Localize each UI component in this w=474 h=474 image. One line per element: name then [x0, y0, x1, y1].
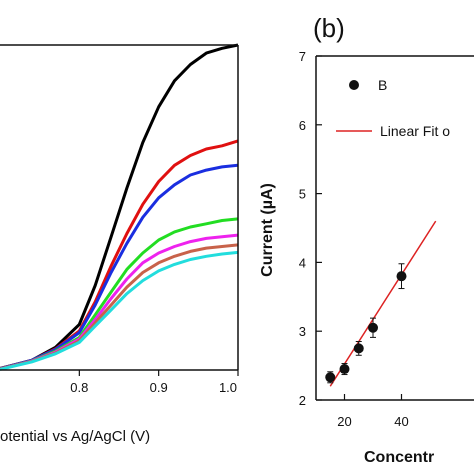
panel-b-data-point: [368, 322, 378, 333]
panel-a-series-line-5: [0, 243, 239, 371]
panel-a-series-line-2: [0, 163, 239, 371]
panel-a-chart: 0.8 0.9 1.0 otential vs Ag/AgCl (V): [0, 43, 239, 445]
panel-a-x-axis-label: otential vs Ag/AgCl (V): [0, 428, 150, 445]
panel-b-y-tick-label: 4: [299, 255, 306, 270]
panel-b-y-axis-label: Current (µA): [259, 183, 276, 277]
panel-a-x-tick-label: 0.9: [150, 380, 168, 395]
panel-b-y-tick-label: 7: [299, 49, 306, 64]
panel-a-x-ticks: 0.8 0.9 1.0: [70, 370, 239, 395]
panel-b-y-ticks: 2 3 4 5 6 7: [299, 49, 322, 408]
panel-a-x-tick-label: 0.8: [70, 380, 88, 395]
panel-b-data-point: [339, 364, 350, 375]
panel-b-y-tick-label: 5: [299, 187, 306, 202]
legend-label-b: B: [378, 77, 387, 93]
panel-a-series-line-6: [0, 250, 239, 371]
panel-b-data-point: [396, 271, 407, 282]
panel-b-x-ticks: 20 40: [337, 394, 409, 429]
panel-a-series-group: [0, 43, 239, 371]
panel-b-x-tick-label: 40: [394, 414, 408, 429]
panel-b-data-point: [353, 343, 364, 354]
legend-marker-b: [349, 80, 359, 90]
panel-b-x-tick-label: 20: [337, 414, 351, 429]
panel-b-data-point: [325, 372, 336, 383]
panel-a-x-tick-label: 1.0: [219, 380, 237, 395]
panel-b-legend: B Linear Fit o: [336, 77, 450, 139]
panel-b-label: (b): [313, 13, 345, 43]
panel-b-x-axis-label: Concentr: [364, 449, 434, 466]
legend-label-fit: Linear Fit o: [380, 123, 450, 139]
panel-b-fit-line: [329, 220, 437, 387]
panel-b-fit-group: [329, 220, 437, 387]
panel-a-series-line-0: [0, 43, 239, 370]
panel-b-y-tick-label: 6: [299, 118, 306, 133]
panel-b-y-tick-label: 3: [299, 324, 306, 339]
panel-b-y-tick-label: 2: [299, 393, 306, 408]
panel-b-points-group: [325, 263, 407, 384]
